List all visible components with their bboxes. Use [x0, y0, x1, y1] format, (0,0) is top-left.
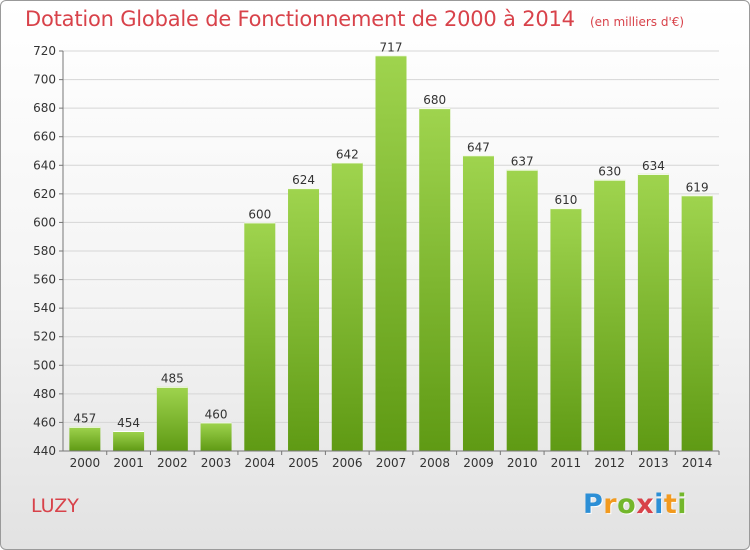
- y-tick-label: 680: [33, 101, 56, 115]
- bar-value-label: 460: [205, 407, 228, 421]
- bar-value-label: 634: [642, 159, 665, 173]
- logo-letter: r: [603, 489, 618, 520]
- bar: [156, 386, 188, 451]
- bar-value-label: 454: [117, 416, 140, 430]
- logo-letter: t: [663, 489, 678, 520]
- bar-value-label: 680: [423, 93, 446, 107]
- bar: [462, 155, 494, 452]
- y-tick-label: 460: [33, 415, 56, 429]
- y-tick-label: 480: [33, 387, 56, 401]
- proxiti-logo: Proxiti: [583, 489, 687, 520]
- bar-value-label: 485: [161, 372, 184, 386]
- y-tick-label: 520: [33, 330, 56, 344]
- axes: [59, 50, 720, 455]
- bars: [69, 55, 713, 452]
- y-tick-label: 700: [33, 73, 56, 87]
- x-tick-label: 2006: [332, 456, 363, 470]
- x-tick-label: 2013: [638, 456, 669, 470]
- bar-value-label: 624: [292, 173, 315, 187]
- x-tick-label: 2008: [419, 456, 450, 470]
- chart-header: Dotation Globale de Fonctionnement de 20…: [25, 7, 684, 31]
- x-tick-label: 2000: [70, 456, 101, 470]
- bar: [550, 208, 582, 451]
- chart-unit: (en milliers d'€): [589, 15, 685, 29]
- x-tick-label: 2003: [201, 456, 232, 470]
- bar: [331, 162, 363, 451]
- bar: [69, 426, 101, 451]
- bar-value-label: 457: [73, 412, 96, 426]
- logo-letter: i: [654, 489, 664, 520]
- logo-letter: P: [583, 489, 604, 520]
- x-tick-label: 2010: [507, 456, 538, 470]
- bar: [288, 188, 320, 451]
- logo-letter: x: [636, 489, 655, 520]
- bar-value-label: 619: [686, 180, 709, 194]
- bar-value-label: 647: [467, 140, 490, 154]
- x-tick-label: 2004: [245, 456, 276, 470]
- bar-value-label: 717: [380, 40, 403, 54]
- y-tick-label: 500: [33, 358, 56, 372]
- y-tick-label: 640: [33, 158, 56, 172]
- bar-value-label: 610: [554, 193, 577, 207]
- logo-letter: i: [677, 489, 688, 520]
- y-tick-label: 540: [33, 301, 56, 315]
- bar-value-label: 630: [598, 165, 621, 179]
- x-tick-label: 2001: [113, 456, 144, 470]
- labels: 440 460 480 500 520 540 560 580 600 620 640 660 680 7…: [33, 40, 712, 470]
- bar-value-label: 600: [248, 207, 271, 221]
- bar: [681, 195, 713, 451]
- x-tick-label: 2011: [551, 456, 582, 470]
- bar: [506, 169, 538, 452]
- bar-value-label: 642: [336, 147, 359, 161]
- y-tick-label: 560: [33, 273, 56, 287]
- bar-value-label: 637: [511, 155, 534, 169]
- x-tick-label: 2005: [288, 456, 319, 470]
- y-tick-label: 620: [33, 187, 56, 201]
- y-tick-label: 600: [33, 215, 56, 229]
- commune-name: LUZY: [31, 495, 79, 517]
- x-tick-label: 2009: [463, 456, 494, 470]
- bar: [419, 108, 451, 452]
- y-tick-label: 440: [33, 444, 56, 458]
- y-tick-label: 580: [33, 244, 56, 258]
- bar: [244, 222, 276, 451]
- x-tick-label: 2012: [594, 456, 625, 470]
- y-tick-label: 720: [33, 44, 56, 58]
- x-tick-label: 2007: [376, 456, 407, 470]
- bar: [200, 422, 232, 451]
- bar: [113, 431, 145, 451]
- y-tick-label: 660: [33, 130, 56, 144]
- logo-letter: o: [617, 489, 637, 520]
- bar: [637, 173, 669, 451]
- bar: [375, 55, 407, 452]
- chart-title: Dotation Globale de Fonctionnement de 20…: [25, 7, 575, 31]
- bar: [594, 179, 626, 452]
- x-tick-label: 2002: [157, 456, 188, 470]
- x-tick-label: 2014: [682, 456, 713, 470]
